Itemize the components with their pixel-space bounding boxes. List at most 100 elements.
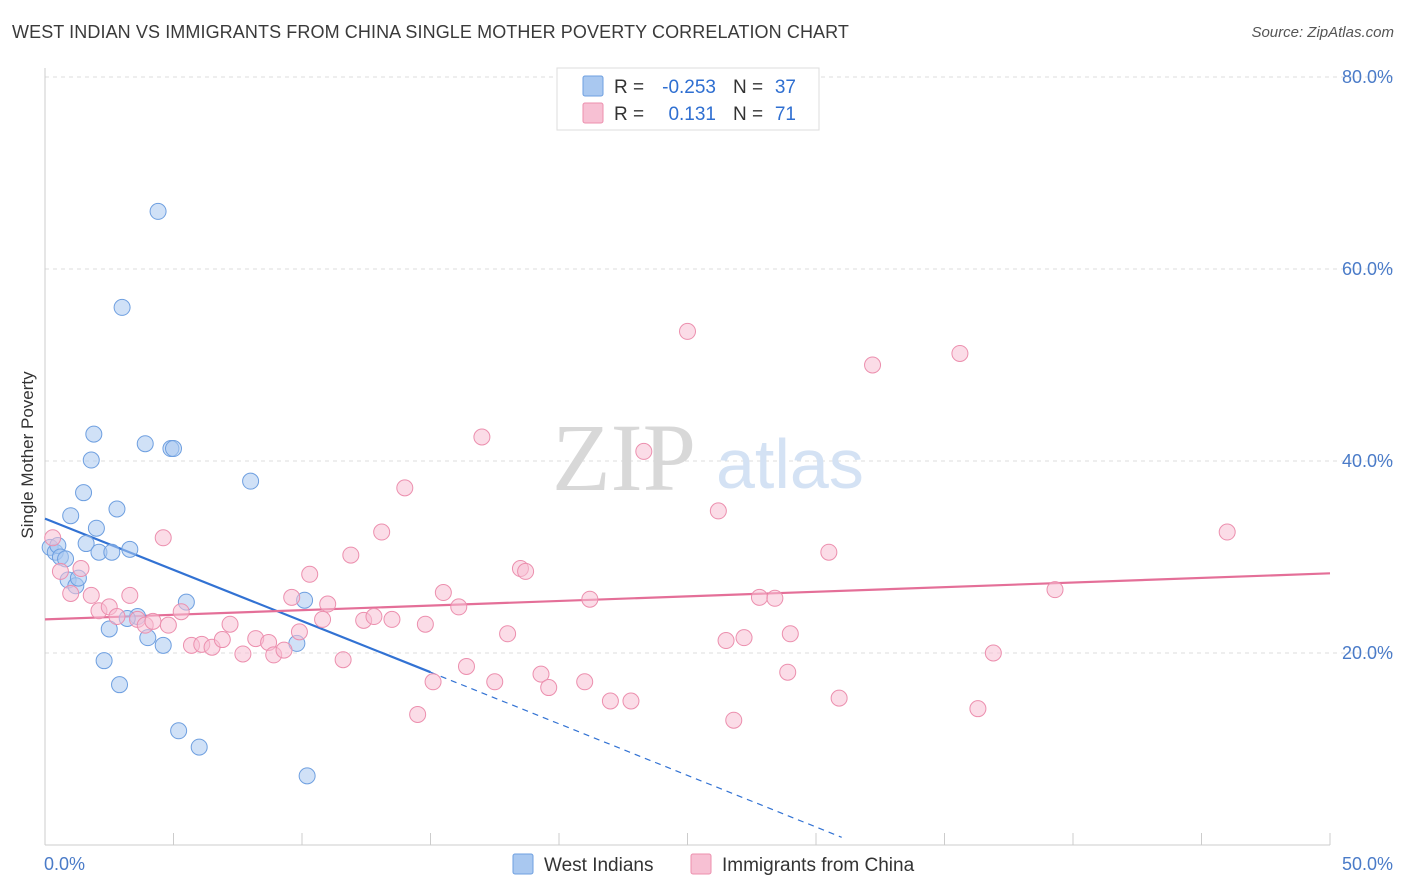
- watermark-zip: ZIP: [552, 404, 696, 511]
- watermark: ZIP atlas: [552, 404, 864, 511]
- point-china: [969, 700, 987, 718]
- point-china: [499, 625, 517, 643]
- grid-lines: [45, 76, 1393, 845]
- series-legend-swatch-west-indians: [512, 853, 534, 875]
- point-china: [517, 562, 535, 580]
- point-china: [154, 529, 172, 547]
- point-china: [301, 565, 319, 583]
- series-legend-label-west-indians: West Indians: [544, 855, 653, 876]
- point-china: [781, 625, 799, 643]
- watermark-atlas: atlas: [716, 425, 864, 503]
- legend-r-value: 0.131: [668, 104, 716, 125]
- chart-source: Source: ZipAtlas.com: [1251, 24, 1394, 41]
- point-china: [144, 612, 162, 630]
- chart-title: WEST INDIAN VS IMMIGRANTS FROM CHINA SIN…: [12, 22, 850, 42]
- correlation-legend: R = -0.253 N = 37 R = 0.131 N = 71: [556, 67, 820, 131]
- point-china: [864, 356, 882, 374]
- point-china: [51, 562, 69, 580]
- series-legend: West Indians Immigrants from China: [512, 853, 915, 876]
- point-china: [766, 589, 784, 607]
- point-china: [409, 705, 427, 723]
- point-china: [314, 610, 332, 628]
- legend-r-value: -0.253: [662, 77, 716, 98]
- point-china: [622, 692, 640, 710]
- point-china: [72, 560, 90, 578]
- axes: [44, 68, 1330, 846]
- legend-swatch-west-indians: [582, 75, 604, 97]
- trend-line-extension-west-indians: [430, 671, 842, 838]
- point-china: [334, 651, 352, 669]
- point-west-indians: [298, 767, 316, 785]
- series-legend-swatch-china: [690, 853, 712, 875]
- point-china: [234, 645, 252, 663]
- point-china: [213, 631, 231, 649]
- point-china: [44, 529, 62, 547]
- point-china: [396, 479, 414, 497]
- x-tick-label-max: 50.0%: [1342, 854, 1393, 874]
- legend-n-label: N =: [733, 104, 763, 125]
- point-china: [457, 657, 475, 675]
- point-china: [717, 632, 735, 650]
- point-china: [635, 442, 653, 460]
- point-west-indians: [154, 636, 172, 654]
- y-tick-label: 60.0%: [1342, 259, 1393, 279]
- data-points: [41, 202, 1236, 785]
- y-axis-title: Single Mother Poverty: [18, 371, 37, 539]
- point-west-indians: [87, 519, 105, 537]
- point-china: [283, 588, 301, 606]
- point-china: [540, 679, 558, 697]
- point-china: [82, 586, 100, 604]
- point-china: [473, 428, 491, 446]
- point-china: [830, 689, 848, 707]
- point-china: [450, 598, 468, 616]
- point-china: [172, 603, 190, 621]
- legend-swatch-china: [582, 102, 604, 124]
- legend-n-value: 37: [775, 77, 796, 98]
- point-china: [532, 665, 550, 683]
- point-china: [1218, 523, 1236, 541]
- point-west-indians: [95, 652, 113, 670]
- point-west-indians: [108, 500, 126, 518]
- point-west-indians: [165, 440, 182, 458]
- series-legend-label-china: Immigrants from China: [722, 855, 915, 876]
- x-tick-label-min: 0.0%: [44, 854, 85, 874]
- y-tick-label: 80.0%: [1342, 67, 1393, 87]
- point-china: [725, 711, 743, 729]
- point-china: [984, 644, 1002, 662]
- y-tick-label: 20.0%: [1342, 643, 1393, 663]
- point-china: [779, 663, 797, 681]
- trend-line-china: [44, 572, 1331, 621]
- x-tick-labels: 0.0% 50.0%: [44, 854, 1393, 874]
- point-west-indians: [111, 676, 129, 694]
- point-china: [951, 344, 969, 362]
- point-china: [221, 615, 239, 633]
- point-west-indians: [103, 543, 121, 561]
- point-china: [383, 610, 401, 628]
- point-west-indians: [100, 620, 118, 638]
- point-west-indians: [113, 298, 131, 316]
- legend-n-value: 71: [775, 104, 796, 125]
- point-west-indians: [85, 425, 103, 443]
- point-china: [62, 584, 80, 602]
- point-china: [108, 608, 126, 626]
- point-china: [709, 502, 727, 520]
- point-china: [424, 673, 442, 691]
- point-china: [121, 586, 139, 604]
- point-china: [159, 616, 177, 634]
- point-china: [365, 608, 383, 626]
- point-west-indians: [62, 507, 80, 525]
- point-china: [434, 584, 452, 602]
- y-tick-labels: 20.0% 40.0% 60.0% 80.0%: [1342, 67, 1393, 663]
- point-west-indians: [170, 722, 188, 740]
- point-china: [275, 641, 293, 659]
- point-china: [576, 673, 594, 691]
- point-china: [486, 673, 504, 691]
- y-tick-label: 40.0%: [1342, 451, 1393, 471]
- point-west-indians: [242, 472, 260, 490]
- point-west-indians: [121, 540, 139, 558]
- trend-lines: [44, 517, 1331, 838]
- point-china: [820, 543, 838, 561]
- point-china: [735, 629, 753, 647]
- point-china: [1046, 581, 1064, 599]
